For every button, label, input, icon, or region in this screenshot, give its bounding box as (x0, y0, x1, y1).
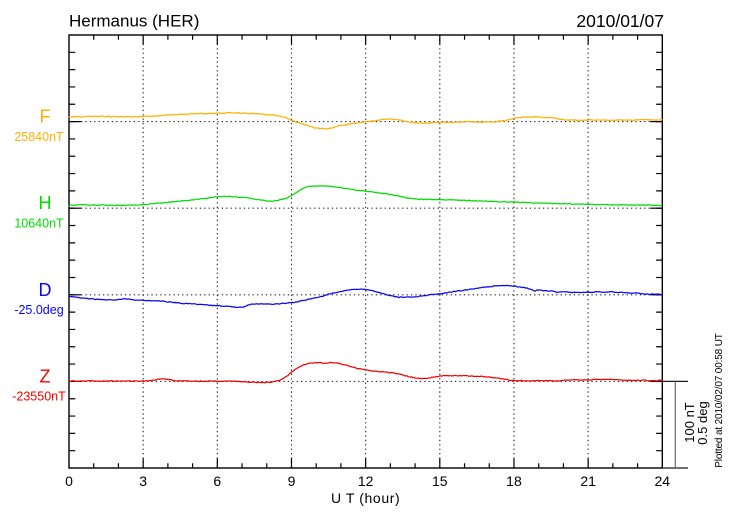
svg-text:F: F (40, 107, 51, 127)
svg-text:21: 21 (580, 473, 596, 489)
svg-text:15: 15 (432, 473, 448, 489)
svg-text:0: 0 (65, 473, 73, 489)
svg-text:18: 18 (506, 473, 522, 489)
svg-text:U T (hour): U T (hour) (331, 490, 400, 506)
svg-text:25840nT: 25840nT (14, 130, 64, 144)
svg-text:0.5 deg: 0.5 deg (695, 401, 710, 444)
svg-text:Plotted at 2010/02/07 00:58 UT: Plotted at 2010/02/07 00:58 UT (714, 333, 725, 468)
svg-text:-23550nT: -23550nT (12, 390, 66, 404)
svg-text:24: 24 (655, 473, 671, 489)
svg-text:Hermanus (HER): Hermanus (HER) (69, 12, 199, 31)
svg-text:2010/01/07: 2010/01/07 (576, 11, 664, 31)
svg-text:12: 12 (358, 473, 374, 489)
svg-text:Z: Z (40, 366, 51, 386)
svg-text:10640nT: 10640nT (14, 216, 64, 230)
svg-text:3: 3 (139, 473, 147, 489)
svg-text:6: 6 (213, 473, 221, 489)
svg-text:H: H (39, 193, 52, 213)
svg-text:-25.0deg: -25.0deg (14, 303, 63, 317)
svg-text:9: 9 (288, 473, 296, 489)
svg-text:D: D (39, 280, 52, 300)
svg-text:100 nT: 100 nT (682, 402, 697, 443)
